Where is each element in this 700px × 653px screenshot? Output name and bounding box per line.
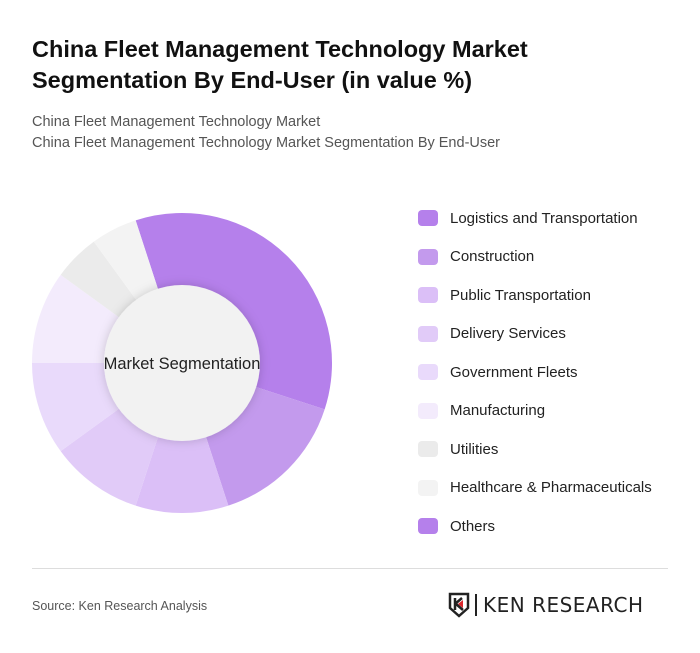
ken-research-logo: KEN RESEARCH bbox=[448, 592, 644, 618]
legend-item: Others bbox=[418, 507, 652, 546]
legend-label: Logistics and Transportation bbox=[450, 209, 638, 227]
legend-item: Construction bbox=[418, 238, 652, 277]
chart-subtitle-2: China Fleet Management Technology Market… bbox=[32, 135, 501, 151]
legend-swatch bbox=[418, 479, 438, 496]
logo-text: KEN RESEARCH bbox=[483, 593, 644, 617]
slice-delivery-services bbox=[60, 404, 161, 506]
legend-label: Public Transportation bbox=[450, 286, 591, 304]
slice-healthcare-pharmaceuticals bbox=[93, 220, 161, 307]
legend-label: Construction bbox=[450, 248, 535, 266]
slice-government-fleets bbox=[32, 363, 126, 452]
legend-item: Utilities bbox=[418, 430, 652, 469]
slice-public-transportation bbox=[135, 429, 229, 513]
legend-swatch bbox=[418, 248, 438, 265]
legend-item: Government Fleets bbox=[418, 353, 652, 392]
legend-label: Delivery Services bbox=[450, 325, 566, 343]
legend-label: Others bbox=[450, 517, 496, 535]
legend-item: Delivery Services bbox=[418, 315, 652, 354]
center-label: Market Segmentation bbox=[104, 355, 261, 373]
legend-swatch bbox=[418, 441, 438, 458]
legend-item: Healthcare & Pharmaceuticals bbox=[418, 469, 652, 508]
donut-center bbox=[104, 285, 260, 441]
divider bbox=[32, 568, 668, 569]
legend-swatch bbox=[418, 364, 438, 381]
legend-item: Logistics and Transportation bbox=[418, 199, 652, 238]
legend-swatch bbox=[418, 402, 438, 419]
legend-label: Government Fleets bbox=[450, 363, 578, 381]
logo-separator bbox=[475, 594, 477, 616]
legend-label: Manufacturing bbox=[450, 402, 546, 420]
legend-item: Public Transportation bbox=[418, 276, 652, 315]
source-note: Source: Ken Research Analysis bbox=[32, 599, 208, 613]
chart-subtitle-1: China Fleet Management Technology Market bbox=[32, 114, 321, 130]
donut-chart: Market Segmentation bbox=[32, 212, 332, 513]
legend: Logistics and Transportation Construction… bbox=[418, 199, 652, 546]
legend-swatch bbox=[418, 518, 438, 535]
chart-title: China Fleet Management Technology Market… bbox=[32, 36, 528, 93]
legend-swatch bbox=[418, 287, 438, 304]
slice-manufacturing bbox=[32, 274, 126, 363]
legend-swatch bbox=[418, 210, 438, 227]
slice-utilities bbox=[60, 241, 141, 322]
legend-item: Manufacturing bbox=[418, 392, 652, 431]
logo-mark-icon bbox=[448, 592, 470, 618]
legend-label: Utilities bbox=[450, 440, 499, 458]
legend-label: Healthcare & Pharmaceuticals bbox=[450, 479, 652, 497]
legend-swatch bbox=[418, 325, 438, 342]
